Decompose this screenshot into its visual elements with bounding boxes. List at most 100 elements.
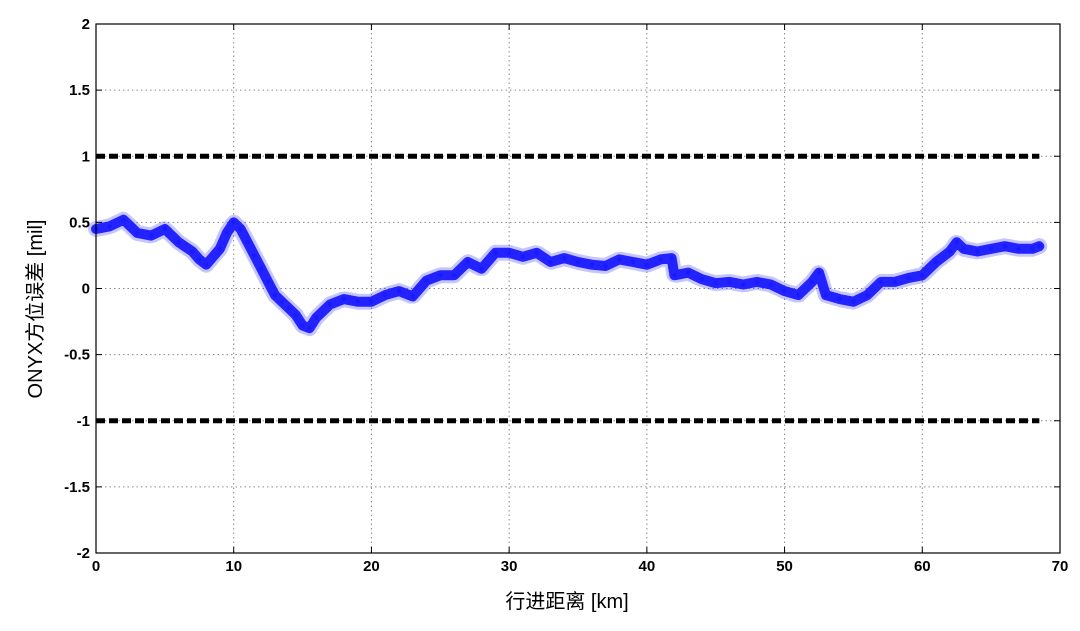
data-point bbox=[383, 292, 388, 298]
data-point bbox=[438, 273, 443, 278]
data-point bbox=[217, 246, 223, 252]
data-point bbox=[865, 292, 870, 298]
data-point bbox=[252, 253, 257, 258]
data-point bbox=[851, 299, 856, 304]
y-tick-label: -2 bbox=[77, 545, 90, 562]
data-point bbox=[203, 262, 209, 267]
data-point bbox=[369, 299, 374, 304]
data-point bbox=[307, 325, 312, 331]
data-point bbox=[906, 275, 911, 281]
y-tick-label: 0.5 bbox=[69, 214, 90, 231]
y-tick-label: -1 bbox=[77, 413, 90, 430]
data-point bbox=[121, 217, 126, 222]
data-point bbox=[768, 282, 773, 287]
data-point bbox=[197, 257, 202, 262]
data-point bbox=[162, 226, 168, 232]
x-tick-label: 0 bbox=[92, 558, 100, 575]
data-point bbox=[741, 282, 746, 287]
x-tick-label: 30 bbox=[501, 558, 518, 575]
limit-layer bbox=[96, 153, 1040, 424]
data-point bbox=[1037, 243, 1042, 249]
data-point bbox=[988, 246, 994, 252]
data-point bbox=[920, 273, 925, 278]
x-tick-label: 20 bbox=[363, 558, 380, 575]
y-axis-title: ONYX方位误差 [mil] bbox=[24, 220, 47, 399]
data-point bbox=[479, 266, 484, 271]
y-tick-label: 0 bbox=[82, 281, 90, 298]
data-point bbox=[451, 273, 457, 278]
data-point bbox=[272, 292, 278, 298]
data-point bbox=[238, 226, 243, 232]
data-point bbox=[506, 250, 512, 255]
data-point bbox=[672, 273, 677, 278]
data-point bbox=[727, 279, 732, 285]
data-point bbox=[135, 230, 140, 236]
data-point bbox=[933, 259, 939, 265]
data-point bbox=[685, 270, 691, 275]
data-point bbox=[713, 281, 718, 286]
data-point bbox=[669, 255, 674, 261]
data-layer bbox=[88, 211, 1048, 337]
data-point bbox=[823, 292, 829, 298]
data-point bbox=[892, 279, 897, 285]
data-point bbox=[699, 277, 705, 282]
y-tick-label: -1.5 bbox=[64, 479, 90, 496]
data-point bbox=[148, 233, 154, 238]
data-point bbox=[575, 259, 581, 265]
x-tick-label: 70 bbox=[1052, 558, 1069, 575]
data-point bbox=[231, 220, 236, 225]
x-tick-label: 10 bbox=[225, 558, 242, 575]
data-point bbox=[658, 257, 663, 262]
data-point bbox=[265, 279, 271, 285]
data-point bbox=[975, 249, 980, 254]
data-point bbox=[816, 270, 822, 275]
x-tick-label: 60 bbox=[914, 558, 931, 575]
data-point bbox=[286, 306, 291, 311]
data-point bbox=[878, 279, 884, 285]
data-point bbox=[190, 249, 195, 254]
data-point bbox=[796, 292, 801, 298]
y-tick-label: 2 bbox=[82, 16, 90, 33]
data-point bbox=[355, 299, 360, 304]
data-point bbox=[961, 246, 966, 252]
data-point bbox=[327, 302, 333, 307]
data-point bbox=[493, 250, 498, 255]
x-tick-label: 40 bbox=[639, 558, 656, 575]
data-point bbox=[245, 240, 250, 245]
data-point bbox=[1002, 243, 1008, 249]
data-point bbox=[520, 254, 526, 259]
tick-layer: 0 10 20 30 40 50 60 70 2 1.5 1 0.5 0 -0.5 -1 -1.5 -2 bbox=[64, 16, 1068, 575]
data-point bbox=[947, 249, 953, 254]
data-point bbox=[341, 296, 347, 302]
x-tick-label: 50 bbox=[776, 558, 793, 575]
y-tick-label: -0.5 bbox=[64, 347, 90, 364]
data-point bbox=[589, 262, 594, 267]
data-point bbox=[1016, 246, 1021, 252]
data-point bbox=[630, 259, 636, 265]
data-point bbox=[259, 266, 264, 271]
data-point bbox=[562, 255, 567, 261]
data-point bbox=[809, 279, 815, 285]
data-point bbox=[603, 263, 608, 269]
data-point bbox=[534, 250, 539, 255]
data-point bbox=[293, 312, 298, 318]
data-point bbox=[617, 257, 622, 262]
data-point bbox=[1030, 246, 1035, 252]
y-tick-label: 1 bbox=[82, 148, 90, 165]
data-point bbox=[107, 224, 112, 229]
data-point bbox=[176, 240, 181, 245]
data-point bbox=[954, 240, 959, 245]
data-point bbox=[754, 279, 760, 285]
data-point bbox=[396, 288, 402, 294]
data-point bbox=[424, 278, 429, 283]
data-point bbox=[300, 323, 305, 328]
data-point bbox=[314, 315, 319, 320]
data-point bbox=[837, 296, 842, 302]
x-axis-title: 行进距离 [km] bbox=[505, 590, 628, 613]
data-point bbox=[548, 259, 553, 265]
y-tick-label: 1.5 bbox=[69, 82, 90, 99]
data-point bbox=[279, 299, 285, 304]
